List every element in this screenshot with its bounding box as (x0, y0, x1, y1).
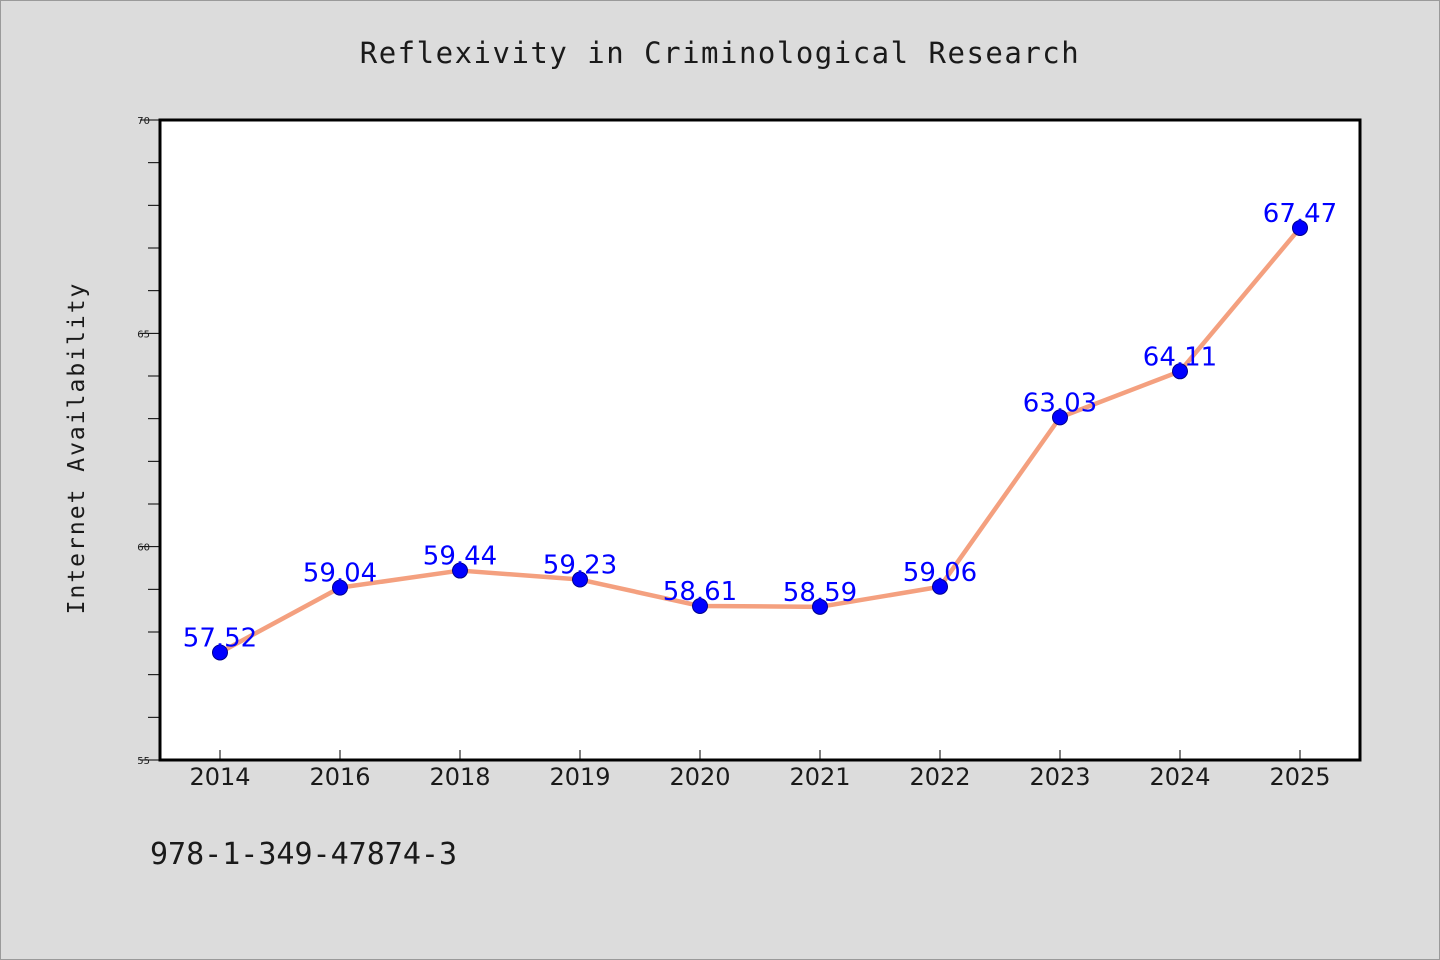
x-tick-label: 2024 (1149, 763, 1210, 791)
data-point (932, 578, 948, 595)
x-tick-label: 2018 (429, 763, 490, 791)
data-point (692, 597, 708, 614)
x-tick-label: 2021 (789, 763, 850, 791)
data-point (572, 571, 588, 588)
data-labels: 57.52 59.04 59.44 59.23 58.61 58.59 59.06 63.03… (183, 199, 1337, 654)
data-label: 57.52 (183, 623, 257, 653)
x-axis-ticks: 2014 2016 2018 2019 2020 2021 2022 2023 2024 2025 (189, 750, 1331, 791)
y-axis-ticks: 55 60 65 70 (137, 116, 160, 767)
data-label: 59.04 (303, 559, 377, 589)
data-label: 67.47 (1263, 199, 1337, 229)
y-tick-label: 55 (137, 756, 150, 767)
footnote-isbn: 978-1-349-47874-3 (150, 837, 457, 872)
y-tick-label: 60 (137, 543, 150, 554)
data-point (812, 598, 828, 615)
x-tick-label: 2020 (669, 763, 730, 791)
data-label: 59.23 (543, 551, 617, 581)
data-label: 59.44 (423, 542, 497, 572)
x-tick-label: 2019 (549, 763, 610, 791)
y-minor-ticks (148, 162, 160, 718)
data-point (332, 579, 348, 596)
plot-area (158, 118, 1362, 762)
data-label: 63.03 (1023, 388, 1097, 418)
y-tick-label: 70 (137, 116, 150, 127)
data-point (1292, 219, 1308, 236)
data-point (1172, 363, 1188, 380)
data-label: 64.11 (1143, 342, 1217, 372)
data-point (1052, 409, 1068, 426)
series-line (217, 225, 1303, 655)
data-label: 58.61 (663, 577, 737, 607)
data-label: 59.06 (903, 558, 977, 588)
data-point (452, 562, 468, 579)
x-tick-label: 2014 (189, 763, 250, 791)
x-tick-label: 2016 (309, 763, 370, 791)
x-tick-label: 2023 (1029, 763, 1090, 791)
data-label: 58.59 (783, 578, 857, 608)
y-tick-label: 65 (137, 329, 150, 340)
x-tick-label: 2022 (909, 763, 970, 791)
data-point (212, 644, 228, 661)
series-group (212, 219, 1308, 661)
chart-title: Reflexivity in Criminological Research (360, 36, 1080, 70)
x-tick-label: 2025 (1269, 763, 1330, 791)
y-axis-label: Internet Availability (64, 282, 90, 615)
